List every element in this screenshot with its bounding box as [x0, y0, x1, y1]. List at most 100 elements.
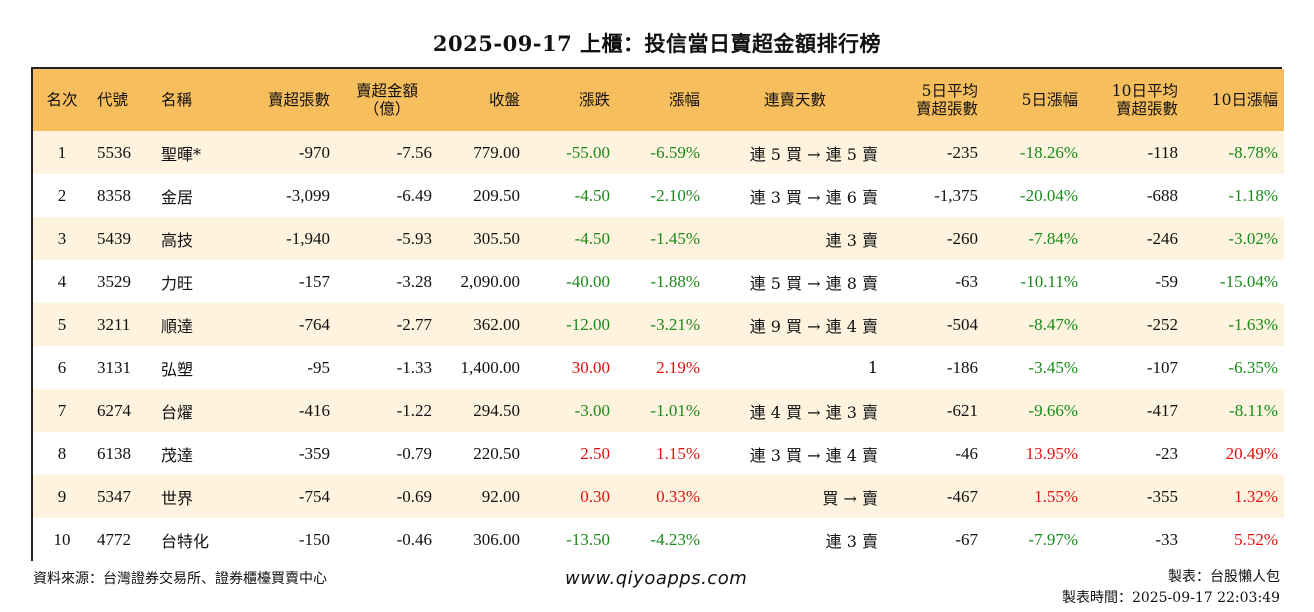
col-header-net-sell-amount-line1: 賣超金額 [355, 82, 418, 100]
cell-name: 台燿 [161, 402, 194, 422]
cell-pct10: -6.35% [1228, 357, 1278, 377]
cell-lots: -970 [298, 142, 330, 162]
cell-change-pct: -4.23% [650, 529, 700, 549]
table-row[interactable]: 4 3529 力旺 -157 -3.28 2,090.00 -40.00 -1.… [33, 260, 1284, 303]
cell-lots: -95 [307, 357, 330, 377]
col-header-pct5[interactable]: 5日漲幅 [1021, 91, 1078, 109]
col-header-avg10[interactable]: 10日平均 賣超張數 [1084, 69, 1184, 131]
cell-avg10: -355 [1146, 486, 1178, 506]
col-header-code[interactable]: 代號 [97, 91, 129, 109]
cell-change: -3.00 [574, 400, 610, 420]
cell-avg5: -467 [946, 486, 978, 506]
cell-pct5: 1.55% [1034, 486, 1078, 506]
col-header-name[interactable]: 名稱 [161, 91, 193, 109]
cell-code: 5439 [97, 228, 131, 248]
table-row[interactable]: 3 5439 高技 -1,940 -5.93 305.50 -4.50 -1.4… [33, 217, 1284, 260]
cell-change-pct: -6.59% [650, 142, 700, 162]
cell-close: 306.00 [473, 529, 520, 549]
cell-close: 362.00 [473, 314, 520, 334]
cell-amount: -7.56 [396, 142, 432, 162]
col-header-avg10-line2: 賣超張數 [1115, 100, 1178, 118]
cell-code: 4772 [97, 529, 131, 549]
cell-amount: -5.93 [396, 228, 432, 248]
cell-pct10: -1.63% [1228, 314, 1278, 334]
cell-name: 茂達 [161, 445, 194, 465]
cell-change-pct: 1.15% [656, 443, 700, 463]
cell-pct5: -10.11% [1020, 271, 1078, 291]
cell-code: 5347 [97, 486, 131, 506]
cell-amount: -0.79 [396, 443, 432, 463]
cell-change-pct: -1.88% [650, 271, 700, 291]
cell-streak: 連 3 賣 [825, 230, 878, 250]
cell-close: 2,090.00 [460, 271, 521, 291]
cell-avg5: -260 [946, 228, 978, 248]
cell-close: 1,400.00 [460, 357, 521, 377]
cell-streak: 連 5 買 → 連 8 賣 [749, 273, 878, 293]
table-header-row: 名次 代號 名稱 賣超張數 賣超金額 （億） 收盤 漲跌 漲幅 連賣天數 5日平… [33, 69, 1284, 131]
cell-lots: -150 [298, 529, 330, 549]
ranking-table: 名次 代號 名稱 賣超張數 賣超金額 （億） 收盤 漲跌 漲幅 連賣天數 5日平… [33, 69, 1284, 561]
col-header-change-pct[interactable]: 漲幅 [668, 91, 700, 109]
cell-change-pct: -1.01% [650, 400, 700, 420]
cell-amount: -0.46 [396, 529, 432, 549]
cell-avg10: -246 [1146, 228, 1178, 248]
cell-close: 294.50 [473, 400, 520, 420]
website-link[interactable]: www.qiyoapps.com [565, 568, 748, 589]
col-header-change[interactable]: 漲跌 [578, 91, 610, 109]
cell-streak: 連 4 買 → 連 3 賣 [749, 402, 878, 422]
col-header-pct10[interactable]: 10日漲幅 [1211, 91, 1278, 109]
col-header-rank[interactable]: 名次 [46, 91, 78, 109]
cell-pct5: -8.47% [1028, 314, 1078, 334]
cell-close: 92.00 [481, 486, 520, 506]
cell-rank: 4 [57, 271, 67, 291]
cell-name: 順達 [161, 316, 194, 336]
col-header-net-sell-amount[interactable]: 賣超金額 （億） [336, 69, 438, 131]
col-header-close[interactable]: 收盤 [488, 91, 520, 109]
cell-close: 220.50 [473, 443, 520, 463]
cell-rank: 8 [57, 443, 67, 463]
cell-amount: -6.49 [396, 185, 432, 205]
cell-change-pct: -3.21% [650, 314, 700, 334]
cell-change: 0.30 [580, 486, 610, 506]
cell-pct10: -15.04% [1219, 271, 1278, 291]
col-header-net-sell-lots[interactable]: 賣超張數 [267, 91, 330, 109]
cell-code: 5536 [97, 142, 131, 162]
cell-avg5: -235 [946, 142, 978, 162]
col-header-net-sell-amount-line2: （億） [363, 100, 411, 118]
cell-avg5: -1,375 [934, 185, 978, 205]
table-row[interactable]: 8 6138 茂達 -359 -0.79 220.50 2.50 1.15% 連… [33, 432, 1284, 475]
table-row[interactable]: 5 3211 順達 -764 -2.77 362.00 -12.00 -3.21… [33, 303, 1284, 346]
cell-change: -12.00 [566, 314, 610, 334]
cell-streak: 連 3 買 → 連 6 賣 [749, 187, 878, 207]
cell-rank: 2 [57, 185, 67, 205]
cell-rank: 7 [57, 400, 67, 420]
cell-name: 弘塑 [161, 359, 194, 379]
cell-amount: -2.77 [396, 314, 432, 334]
cell-avg10: -118 [1147, 142, 1178, 162]
cell-code: 6274 [97, 400, 131, 420]
cell-code: 3131 [97, 357, 131, 377]
table-row[interactable]: 10 4772 台特化 -150 -0.46 306.00 -13.50 -4.… [33, 518, 1284, 561]
table-row[interactable]: 1 5536 聖暉* -970 -7.56 779.00 -55.00 -6.5… [33, 131, 1284, 174]
col-header-streak[interactable]: 連賣天數 [763, 91, 826, 109]
table-row[interactable]: 2 8358 金居 -3,099 -6.49 209.50 -4.50 -2.1… [33, 174, 1284, 217]
col-header-avg5-line2: 賣超張數 [915, 100, 978, 118]
table-row[interactable]: 9 5347 世界 -754 -0.69 92.00 0.30 0.33% 買 … [33, 475, 1284, 518]
cell-name: 聖暉* [161, 144, 202, 164]
cell-rank: 9 [57, 486, 67, 506]
cell-name: 力旺 [161, 273, 194, 293]
cell-change-pct: -1.45% [650, 228, 700, 248]
cell-change: -4.50 [574, 185, 610, 205]
table-row[interactable]: 7 6274 台燿 -416 -1.22 294.50 -3.00 -1.01%… [33, 389, 1284, 432]
table-row[interactable]: 6 3131 弘塑 -95 -1.33 1,400.00 30.00 2.19%… [33, 346, 1284, 389]
cell-rank: 3 [57, 228, 67, 248]
cell-avg10: -59 [1155, 271, 1178, 291]
col-header-avg5[interactable]: 5日平均 賣超張數 [884, 69, 984, 131]
cell-rank: 10 [53, 529, 71, 549]
cell-code: 3211 [97, 314, 131, 334]
cell-lots: -1,940 [286, 228, 330, 248]
cell-avg5: -63 [955, 271, 978, 291]
cell-streak: 連 3 買 → 連 4 賣 [749, 445, 878, 465]
cell-lots: -3,099 [286, 185, 330, 205]
cell-close: 779.00 [473, 142, 520, 162]
